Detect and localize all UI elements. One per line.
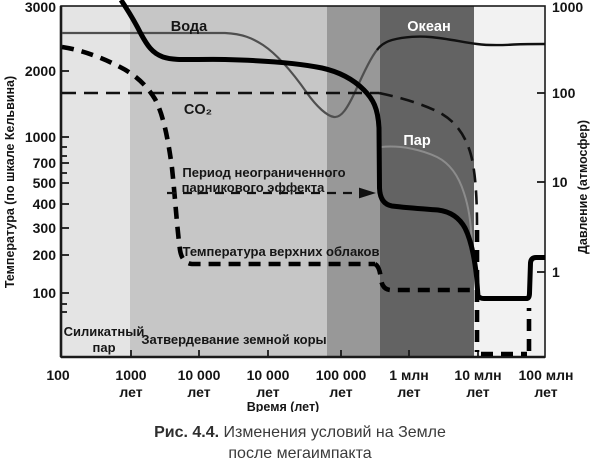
right-tick-1: 1: [552, 264, 560, 280]
right-axis-title: Давление (атмосфер): [576, 120, 590, 254]
label-silicate-line1: Силикатный: [64, 324, 145, 339]
left-tick-400: 400: [33, 196, 57, 212]
x-tick-3-line1: 10 000: [247, 367, 290, 383]
ocean-curve: [376, 35, 546, 51]
upper-clouds-step: [373, 261, 470, 293]
x-tick-1-line1: 1000: [115, 367, 146, 383]
x-tick-1-line2: лет: [119, 384, 142, 400]
x-tick-6-line1: 10 млн: [454, 367, 501, 383]
label-crust: Затвердевание земной коры: [141, 332, 326, 347]
co2-curve: [62, 91, 479, 226]
figure-chart: Вода CO₂ Океан Пар Период неограниченног…: [3, 0, 590, 412]
caption-line1: Рис. 4.4. Изменения условий на Земле: [0, 422, 600, 443]
label-ocean: Океан: [407, 19, 450, 35]
caption-line2: после мегаимпакта: [228, 445, 372, 462]
label-water: Вода: [171, 19, 208, 35]
co2-curve-drop: [378, 91, 479, 226]
x-tick-3-line2: лет: [256, 384, 279, 400]
x-tick-5-line1: 1 млн: [389, 367, 428, 383]
label-upper-clouds: Температура верхних облаков: [183, 244, 380, 259]
left-tick-labels: 3000 2000 1000 700 500 400 300 200 100: [25, 0, 56, 301]
left-tick-1000: 1000: [25, 129, 56, 145]
x-tick-5-line2: лет: [397, 384, 420, 400]
figure-caption: Рис. 4.4. Изменения условий на Земле пос…: [0, 422, 600, 463]
x-tick-7-line1: 100 млн: [519, 367, 574, 383]
water-vapor-curve: [62, 31, 378, 119]
label-runaway-line1: Период неограниченного: [182, 165, 345, 180]
steam-curve: [380, 145, 473, 241]
left-tick-200: 200: [33, 247, 57, 263]
x-tick-7-line2: лет: [534, 384, 557, 400]
x-axis-title: Время (лет): [247, 400, 319, 412]
caption-number: Рис. 4.4.: [154, 424, 220, 441]
band-ocean-condense: [380, 6, 474, 357]
upper-clouds-main: [61, 44, 375, 267]
label-runaway-line2: парникового эффекта: [182, 180, 326, 195]
label-silicate-line2: пар: [92, 340, 115, 355]
caption-text: Изменения условий на Земле: [223, 424, 446, 441]
x-tick-0-line1: 100: [46, 367, 70, 383]
band-silicate-vapor: [62, 6, 130, 357]
left-tick-300: 300: [33, 220, 57, 236]
right-tick-1000: 1000: [552, 0, 583, 15]
x-tick-4-line2: лет: [329, 384, 352, 400]
left-tick-3000: 3000: [25, 0, 56, 15]
right-tick-100: 100: [552, 85, 576, 101]
label-co2: CO₂: [184, 102, 212, 118]
runaway-arrowhead-icon: [359, 187, 376, 199]
left-axis-title: Температура (по шкале Кельвина): [3, 76, 17, 288]
right-tick-10: 10: [552, 174, 568, 190]
x-tick-2-line1: 10 000: [178, 367, 221, 383]
runaway-arrow: [167, 187, 376, 199]
band-late-period: [474, 6, 544, 357]
x-tick-6-line2: лет: [466, 384, 489, 400]
x-tick-2-line2: лет: [187, 384, 210, 400]
left-tick-2000: 2000: [25, 63, 56, 79]
left-tick-700: 700: [33, 155, 57, 171]
right-tick-labels: 1000 100 10 1: [552, 0, 583, 280]
left-tick-500: 500: [33, 175, 57, 191]
x-tick-4-line1: 100 000: [316, 367, 367, 383]
label-steam: Пар: [403, 133, 430, 149]
surface-temperature-curve: [118, 0, 545, 301]
bottom-tick-labels: 100 1000 лет 10 000 лет 10 000 лет 100 0…: [46, 367, 573, 400]
left-tick-100: 100: [33, 285, 57, 301]
axis-ticks: [61, 70, 545, 357]
band-transition: [327, 6, 380, 357]
